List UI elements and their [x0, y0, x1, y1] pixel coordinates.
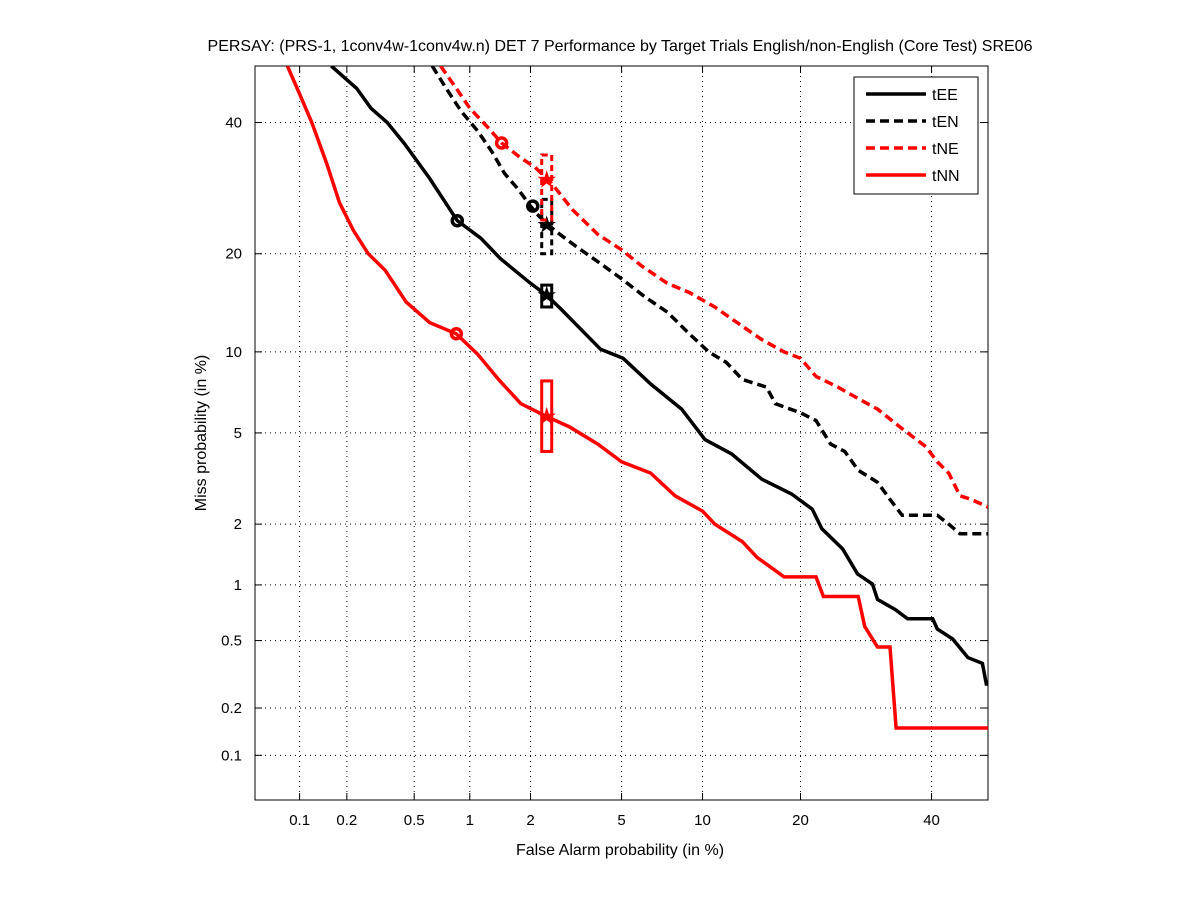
chart-title: PERSAY: (PRS-1, 1conv4w-1conv4w.n) DET 7… — [208, 38, 1033, 55]
confidence-box-tEE — [540, 283, 554, 309]
legend-label-tNN: tNN — [932, 168, 960, 185]
legend-label-tEN: tEN — [932, 114, 959, 131]
legend-label-tNE: tNE — [932, 141, 959, 158]
curve-tEN — [430, 66, 988, 536]
actual-dcf-marker-tEN — [537, 215, 556, 233]
curve-tNE — [439, 66, 988, 509]
min-dcf-marker-tEN — [526, 199, 540, 213]
y-tick-label: 20 — [225, 246, 242, 263]
y-ticks: 0.1 0.2 0.5 1 2 5 10 20 40 — [221, 115, 988, 764]
curve-tNN — [285, 66, 988, 730]
x-tick-label: 2 — [526, 812, 534, 829]
actual-dcf-marker-tEE — [537, 285, 556, 304]
y-tick-label: 1 — [234, 577, 242, 594]
y-tick-label: 10 — [225, 344, 242, 361]
x-axis-label: False Alarm probability (in %) — [516, 842, 724, 859]
min-dcf-marker-tNE — [494, 136, 509, 150]
confidence-box-tNE — [540, 153, 554, 222]
min-dcf-marker-tEE — [450, 213, 465, 228]
actual-dcf-marker-tNE — [537, 170, 556, 188]
x-tick-label: 0.1 — [289, 812, 310, 829]
x-tick-label: 0.2 — [336, 812, 357, 829]
y-tick-label: 2 — [234, 516, 242, 533]
actual-dcf-marker-tNN — [537, 406, 556, 425]
min-dcf-marker-tNN — [449, 327, 464, 341]
x-tick-label: 20 — [792, 812, 809, 829]
y-tick-label: 0.2 — [221, 700, 242, 717]
x-tick-label: 0.5 — [404, 812, 425, 829]
x-tick-label: 5 — [617, 812, 625, 829]
y-tick-label: 40 — [225, 115, 242, 132]
x-tick-label: 1 — [466, 812, 474, 829]
curve-tEE — [330, 66, 988, 686]
legend: tEE tEN tNE tNN — [853, 76, 979, 195]
y-tick-label: 0.1 — [221, 747, 242, 764]
y-axis-label: Miss probability (in %) — [193, 355, 210, 511]
legend-label-tEE: tEE — [932, 87, 958, 104]
series-tEE — [330, 66, 988, 686]
x-ticks: 0.1 0.2 0.5 1 2 5 10 20 40 — [289, 66, 940, 829]
curves — [285, 66, 988, 730]
confidence-box-tEN — [540, 197, 554, 256]
x-tick-label: 10 — [694, 812, 711, 829]
series-tEN — [430, 66, 988, 536]
y-tick-label: 5 — [234, 425, 242, 442]
y-tick-label: 0.5 — [221, 633, 242, 650]
series-tNN — [285, 66, 988, 730]
x-tick-label: 40 — [923, 812, 940, 829]
series-tNE — [439, 66, 988, 509]
